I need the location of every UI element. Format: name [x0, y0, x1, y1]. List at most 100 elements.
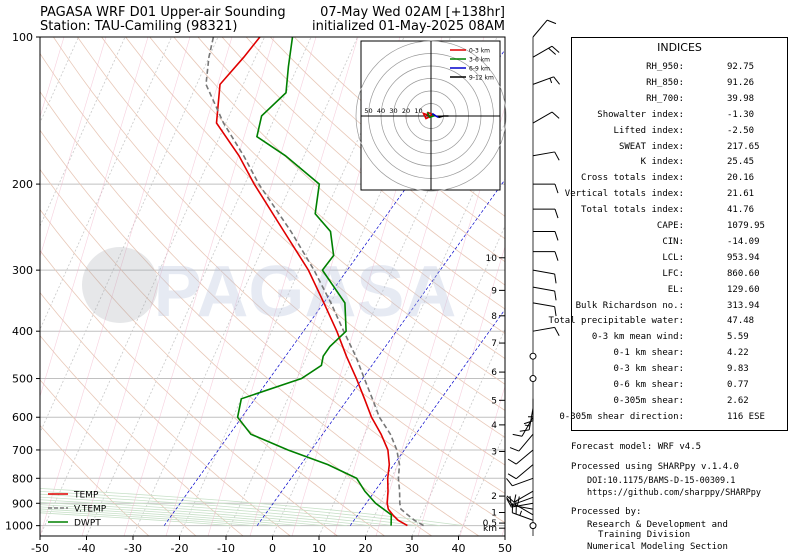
moist-adiabat-line: [40, 506, 301, 526]
mixing-ratio-line: [349, 308, 505, 526]
dry-adiabat-line: [197, 37, 505, 310]
wind-barb-flag: [509, 447, 520, 452]
footer-doi: DOI:10.1175/BAMS-D-15-00309.1: [587, 476, 736, 486]
indices-value: 5.59: [727, 332, 749, 343]
wind-barb-staff: [532, 269, 555, 275]
y-tick-label: 200: [12, 178, 33, 191]
isotherm-line: [40, 37, 265, 536]
wind-barb-flag: [516, 496, 520, 506]
height-tick-label: km: [483, 524, 497, 534]
wind-barb-calm: [529, 375, 537, 383]
moist-adiabat-line: [40, 501, 347, 526]
height-tick-label: 8: [491, 312, 497, 322]
isotherm-line: [132, 37, 358, 536]
wind-barb: [533, 230, 559, 241]
footer-section: Numerical Modeling Section: [587, 542, 728, 552]
wind-barb-staff: [532, 326, 555, 332]
wind-barb: [532, 151, 560, 161]
reference-line: [417, 245, 505, 536]
height-tick-label: 1: [491, 509, 497, 519]
height-tick-label: 7: [491, 339, 497, 349]
wind-barb-half: [519, 510, 523, 516]
y-tick-label: 400: [12, 325, 33, 338]
wind-barb: [506, 477, 534, 487]
indices-label: Cross totals index:: [581, 173, 684, 184]
wind-barb: [532, 76, 560, 85]
indices-label: 0-305m shear:: [613, 395, 684, 406]
indices-row: Showalter index: -1.30: [572, 110, 787, 124]
wind-barb-flag: [553, 76, 560, 85]
indices-label: Total precipitable water:: [548, 316, 684, 327]
wind-barb-flag: [554, 251, 559, 261]
indices-value: -2.50: [727, 125, 755, 136]
hodograph-trace: [421, 111, 436, 120]
isotherm-line: [0, 37, 32, 536]
wind-barb-flag: [506, 497, 513, 506]
hodograph-legend-label: 0-3 km: [469, 48, 490, 55]
hodograph-ring-label: 40: [377, 107, 385, 115]
wind-barb-staff: [511, 502, 534, 508]
indices-row: 0-305m shear: 2.62: [572, 396, 787, 410]
y-tick-label: 800: [12, 472, 33, 485]
x-tick-label: -30: [124, 542, 142, 555]
indices-value: 92.75: [727, 62, 755, 72]
y-tick-label: 700: [12, 444, 33, 457]
reference-line: [0, 37, 22, 536]
indices-row: 0-3 km mean wind: 5.59: [572, 332, 787, 346]
wind-barb: [509, 433, 534, 452]
wind-barb: [532, 111, 560, 124]
indices-label: 0-1 km shear:: [613, 348, 684, 359]
wind-barb: [523, 398, 534, 425]
height-tick-label: 10: [486, 254, 498, 264]
isotherm-line: [318, 121, 505, 536]
wind-barb: [507, 464, 534, 480]
indices-label: Lifted index:: [613, 125, 684, 136]
y-tick-label: 1000: [5, 520, 33, 533]
indices-value: 860.60: [727, 268, 760, 279]
indices-panel: INDICES RH_950: 92.75 RH_850: 91.26 RH_700: 3…: [549, 37, 788, 431]
x-tick-label: 30: [405, 542, 419, 555]
indices-row: RH_850: 91.26: [572, 78, 787, 92]
indices-row: LFC: 860.60: [572, 269, 787, 283]
footer-processed: Processed using SHARPpy v.1.4.0: [571, 462, 739, 472]
wind-barb-flag: [554, 183, 559, 194]
wind-barb-flag: [506, 478, 513, 487]
footer-processed-by: Processed by:: [571, 507, 642, 517]
indices-label: RH_850:: [646, 77, 684, 88]
isotherm-line: [40, 37, 79, 124]
isotherm-line: [40, 37, 172, 331]
wind-barb-flag: [548, 47, 557, 55]
wind-barb: [533, 208, 559, 219]
indices-row: RH_700: 39.98: [572, 94, 787, 108]
wind-barb-calm: [529, 522, 537, 530]
indices-value: 21.61: [727, 189, 755, 200]
indices-value: 39.98: [727, 93, 755, 104]
series-vtemp-line: [205, 37, 424, 527]
skewt-chart: PAGASA -50 -40 -30 -20 -10 0 10 20 30 40 501002003…: [0, 19, 560, 555]
indices-label: K index:: [640, 157, 684, 168]
y-tick-label: 600: [12, 411, 33, 424]
height-tick-label: 6: [491, 368, 497, 378]
dry-adiabat-line: [40, 291, 291, 536]
dry-adiabat-line: [40, 335, 244, 536]
dry-adiabat-line: [101, 37, 505, 411]
wind-barb: [507, 449, 534, 465]
wind-barb-flag: [507, 458, 517, 465]
isotherm-line: [40, 37, 219, 434]
chart-title: PAGASA WRF D01 Upper-air Sounding: [40, 5, 286, 20]
indices-row: SWEAT index: 217.65: [572, 142, 787, 156]
indices-value: 217.65: [727, 141, 760, 152]
indices-row: LCL: 953.94: [572, 253, 787, 267]
hodograph-legend-label: 3-6 km: [469, 57, 490, 64]
indices-value: 2.62: [727, 395, 749, 406]
wind-barb-calm: [529, 352, 537, 360]
dry-adiabat-line: [40, 52, 505, 494]
indices-row: CAPE: 1079.95: [572, 221, 787, 235]
station-label: Station: TAU-Camiling (98321): [40, 19, 238, 34]
indices-value: 41.76: [727, 205, 755, 216]
isotherm-line: [365, 225, 505, 536]
reference-line: [123, 37, 275, 536]
dry-adiabat-line: [125, 37, 505, 385]
wind-barb-flag: [551, 45, 560, 53]
indices-label: 0-3 km mean wind:: [591, 332, 684, 343]
